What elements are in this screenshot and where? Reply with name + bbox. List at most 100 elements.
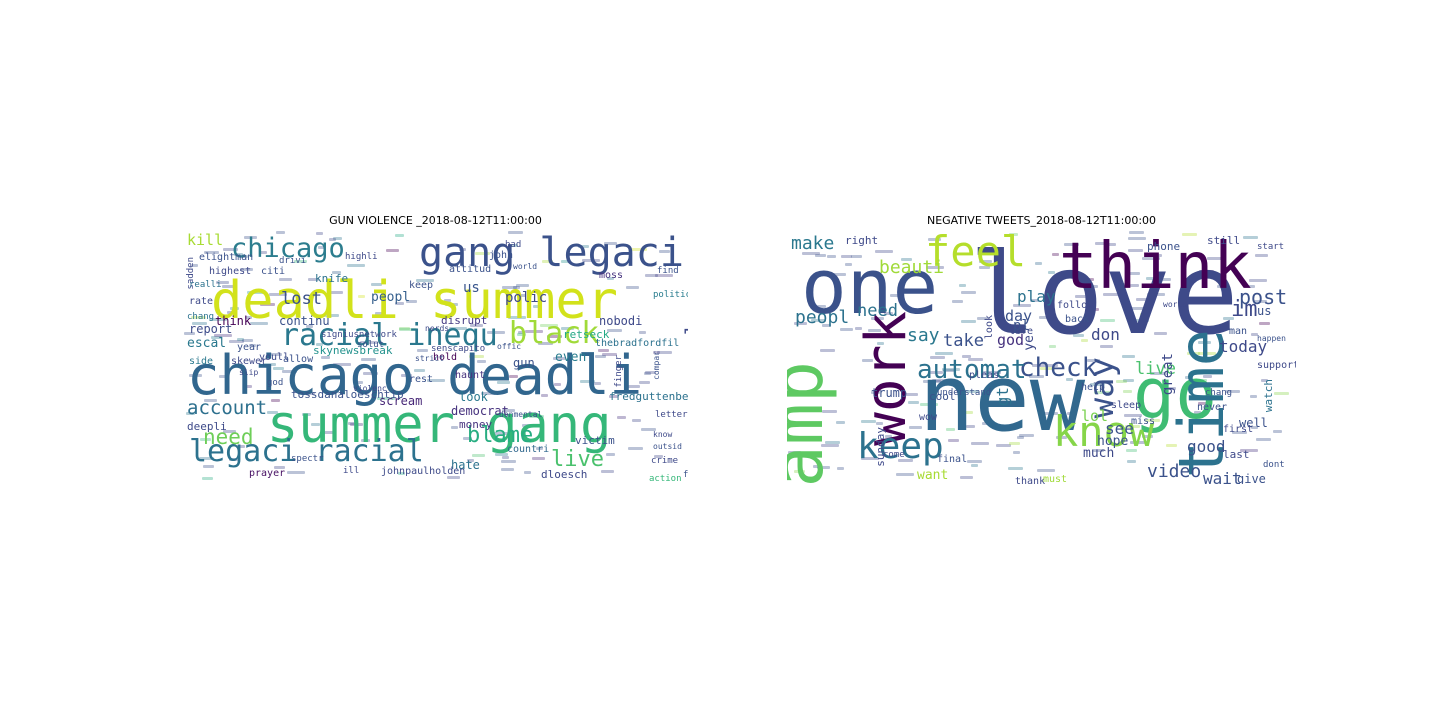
cloud-word: keep [857, 426, 944, 467]
filler-word-mark [294, 260, 308, 263]
cloud-word: letter [655, 410, 688, 420]
filler-word-mark [961, 320, 977, 323]
filler-word-mark [481, 392, 497, 395]
cloud-word: chicago deadli [187, 344, 643, 407]
filler-word-mark [1200, 379, 1207, 382]
filler-word-mark [1198, 402, 1207, 405]
cloud-word: live [551, 447, 604, 472]
cloud-word: pleas [969, 370, 1000, 381]
filler-word-mark [475, 252, 491, 255]
filler-word-mark [508, 316, 526, 319]
cloud-word: countri [507, 444, 550, 455]
filler-word-mark [1130, 441, 1146, 444]
filler-word-mark [1129, 231, 1145, 234]
filler-word-mark [1093, 449, 1104, 452]
cloud-word: still [1207, 234, 1241, 247]
filler-word-mark [971, 464, 978, 467]
filler-word-mark [522, 424, 538, 427]
cloud-word: understand [937, 388, 992, 398]
filler-word-mark [1145, 419, 1161, 422]
cloud-word: highli [345, 252, 378, 262]
cloud-word: don [1091, 325, 1120, 344]
filler-word-mark [794, 470, 805, 473]
cloud-word: nerds [425, 324, 450, 333]
filler-word-mark [1013, 304, 1031, 307]
filler-word-mark [604, 242, 618, 245]
filler-word-mark [885, 435, 892, 438]
filler-word-mark [594, 382, 601, 385]
filler-word-mark [1223, 317, 1234, 320]
filler-word-mark [1146, 277, 1160, 280]
filler-word-mark [399, 327, 410, 330]
cloud-word: report [189, 322, 233, 336]
filler-word-mark [1131, 307, 1149, 310]
filler-word-mark [602, 353, 618, 356]
filler-word-mark [909, 426, 923, 429]
filler-word-mark [350, 423, 364, 426]
filler-word-mark [561, 327, 575, 330]
filler-word-mark [851, 255, 862, 258]
cloud-word: prayer [249, 468, 286, 479]
filler-word-mark [601, 470, 615, 473]
filler-word-mark [1255, 254, 1269, 257]
cloud-word: day [1005, 307, 1033, 325]
cloud-word: first [1223, 424, 1254, 435]
filler-word-mark [1154, 332, 1168, 335]
cloud-word: ye [1022, 335, 1037, 351]
filler-word-mark [501, 460, 517, 463]
filler-word-mark [328, 291, 344, 294]
filler-word-mark [250, 322, 268, 325]
filler-word-mark [1166, 444, 1177, 447]
filler-word-mark [979, 266, 990, 269]
filler-word-mark [582, 259, 600, 262]
filler-word-mark [896, 473, 914, 476]
filler-word-mark [467, 459, 474, 462]
filler-word-mark [1250, 395, 1257, 398]
cloud-word: want [917, 468, 949, 483]
filler-word-mark [191, 264, 198, 267]
cloud-word: look [459, 390, 488, 404]
cloud-word: wow [919, 412, 938, 423]
filler-word-mark [1030, 299, 1039, 302]
cloud-word: fredguttenberg [609, 390, 688, 403]
cloud-word: gun [513, 356, 535, 370]
filler-word-mark [511, 244, 518, 247]
cloud-word: chang [187, 312, 215, 322]
filler-word-mark [269, 293, 287, 296]
filler-word-mark [247, 291, 265, 294]
filler-word-mark [333, 237, 342, 240]
filler-word-mark [189, 374, 203, 377]
filler-word-mark [930, 371, 944, 374]
filler-word-mark [996, 444, 1012, 447]
cloud-word: black [509, 316, 600, 351]
filler-word-mark [817, 305, 826, 308]
cloud-word: violenc [353, 384, 387, 393]
filler-word-mark [964, 390, 980, 393]
filler-word-mark [607, 277, 614, 280]
filler-word-mark [398, 472, 405, 475]
cloud-word: elightman [199, 252, 254, 263]
filler-word-mark [580, 380, 596, 383]
filler-word-mark [501, 468, 515, 471]
filler-word-mark [324, 314, 340, 317]
filler-word-mark [1126, 449, 1137, 452]
filler-word-mark [644, 372, 651, 375]
cloud-word: hope [1097, 434, 1129, 449]
filler-word-mark [653, 351, 660, 354]
filler-word-mark [192, 322, 208, 325]
filler-word-mark [639, 381, 650, 384]
filler-word-mark [629, 248, 647, 251]
cloud-word: democrat [451, 404, 509, 418]
filler-word-mark [1254, 300, 1268, 303]
cloud-word: tossdanaloeschtip [291, 388, 404, 401]
filler-word-mark [1127, 460, 1136, 463]
cloud-word: gang legaci [419, 231, 684, 276]
filler-word-mark [1124, 414, 1142, 417]
filler-word-mark [444, 299, 451, 302]
filler-word-mark [427, 379, 445, 382]
filler-word-mark [1274, 392, 1290, 395]
filler-word-mark [961, 291, 977, 294]
cloud-word: man [1229, 326, 1248, 337]
cloud-word: side [189, 356, 214, 367]
cloud-word: foxnew [683, 470, 688, 480]
